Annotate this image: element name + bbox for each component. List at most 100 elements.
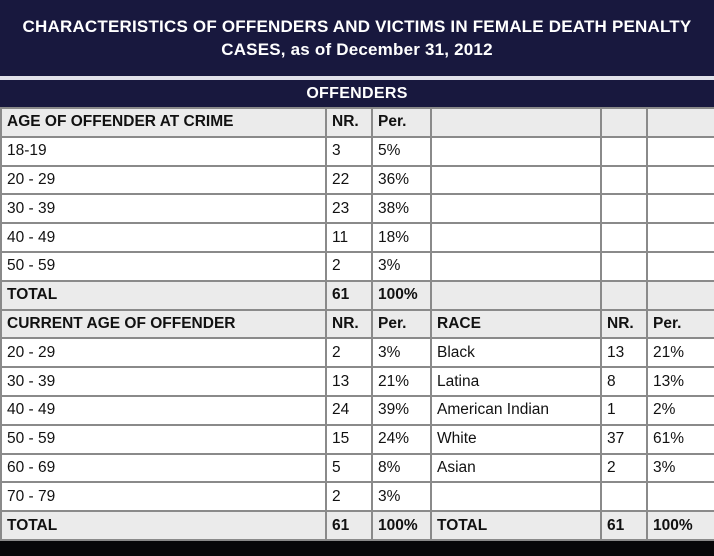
total-row: TOTAL 61 100% TOTAL 61 100%: [0, 510, 714, 541]
table-cell: [430, 107, 602, 138]
offenders-table-body: AGE OF OFFENDER AT CRIME NR. Per. 18-19 3 5% 2…: [0, 107, 714, 541]
table-cell: 3: [325, 135, 373, 167]
offenders-section-banner-label: OFFENDERS: [306, 84, 408, 102]
table-row: 20 - 29 2 3% Black 13 21%: [0, 337, 714, 369]
table-cell: 50 - 59: [0, 250, 327, 282]
table-cell: 20 - 29: [0, 337, 327, 369]
table-cell: 5: [325, 452, 373, 484]
table-cell: 2%: [646, 394, 714, 426]
table-cell: 2: [600, 452, 648, 484]
table-cell: [430, 135, 602, 167]
table-cell: Latina: [430, 366, 602, 397]
table-cell: Per.: [371, 107, 432, 138]
table-cell: NR.: [325, 308, 373, 340]
table-cell: 11: [325, 222, 373, 253]
table-cell: [430, 279, 602, 311]
table-cell: 1: [600, 394, 648, 426]
table-cell: 24%: [371, 423, 432, 455]
table-cell: [600, 481, 648, 513]
table-cell: [600, 193, 648, 225]
table-cell: 13: [600, 337, 648, 369]
table-row: 40 - 49 24 39% American Indian 1 2%: [0, 394, 714, 426]
table-cell: 20 - 29: [0, 164, 327, 196]
table-cell: 15: [325, 423, 373, 455]
table-cell: 5%: [371, 135, 432, 167]
table-cell: 23: [325, 193, 373, 225]
table-cell: 8%: [371, 452, 432, 484]
table-cell: 2: [325, 250, 373, 282]
table-cell: 61: [325, 510, 373, 541]
table-row: 50 - 59 2 3%: [0, 250, 714, 282]
title-separator: [0, 76, 714, 80]
table-row: 70 - 79 2 3%: [0, 481, 714, 513]
table-cell: 50 - 59: [0, 423, 327, 455]
table-cell: 8: [600, 366, 648, 397]
table-cell: 36%: [371, 164, 432, 196]
table-cell: 3%: [371, 250, 432, 282]
table-cell: [430, 164, 602, 196]
table-cell: Black: [430, 337, 602, 369]
table-row: 60 - 69 5 8% Asian 2 3%: [0, 452, 714, 484]
table-cell: 39%: [371, 394, 432, 426]
page-title-line1: CHARACTERISTICS OF OFFENDERS AND VICTIMS…: [22, 17, 692, 36]
table-cell: AGE OF OFFENDER AT CRIME: [0, 107, 327, 138]
table-cell: [430, 481, 602, 513]
title-bar: CHARACTERISTICS OF OFFENDERS AND VICTIMS…: [0, 0, 714, 76]
table-cell: [600, 135, 648, 167]
table-cell: [646, 481, 714, 513]
table-cell: 100%: [371, 279, 432, 311]
table-cell: 40 - 49: [0, 394, 327, 426]
table-cell: [646, 164, 714, 196]
table-cell: 100%: [371, 510, 432, 541]
table-cell: White: [430, 423, 602, 455]
table-cell: [646, 222, 714, 253]
table-cell: 3%: [646, 452, 714, 484]
page-title: CHARACTERISTICS OF OFFENDERS AND VICTIMS…: [23, 15, 692, 61]
table-cell: 60 - 69: [0, 452, 327, 484]
table-cell: TOTAL: [0, 510, 327, 541]
table-cell: [430, 250, 602, 282]
table-cell: [646, 250, 714, 282]
table-cell: 100%: [646, 510, 714, 541]
table-cell: [600, 107, 648, 138]
table-cell: 2: [325, 337, 373, 369]
table-cell: 22: [325, 164, 373, 196]
offenders-table: AGE OF OFFENDER AT CRIME NR. Per. 18-19 3 5% 2…: [0, 107, 714, 541]
table-row: 40 - 49 11 18%: [0, 222, 714, 253]
table-cell: 61%: [646, 423, 714, 455]
table-cell: 30 - 39: [0, 193, 327, 225]
table-cell: 40 - 49: [0, 222, 327, 253]
table-cell: NR.: [325, 107, 373, 138]
table-cell: [646, 193, 714, 225]
table-row: 20 - 29 22 36%: [0, 164, 714, 196]
section-header-row: CURRENT AGE OF OFFENDER NR. Per. RACE NR. Per…: [0, 308, 714, 340]
table-cell: [430, 193, 602, 225]
table-cell: 61: [600, 510, 648, 541]
table-cell: [600, 222, 648, 253]
table-row: 30 - 39 13 21% Latina 8 13%: [0, 366, 714, 397]
table-cell: [646, 279, 714, 311]
table-cell: [600, 164, 648, 196]
table-cell: [646, 107, 714, 138]
table-cell: 18%: [371, 222, 432, 253]
table-cell: Per.: [646, 308, 714, 340]
table-cell: 24: [325, 394, 373, 426]
table-cell: [600, 279, 648, 311]
table-row: 30 - 39 23 38%: [0, 193, 714, 225]
table-cell: [646, 135, 714, 167]
table-cell: Per.: [371, 308, 432, 340]
table-cell: 38%: [371, 193, 432, 225]
table-cell: 13: [325, 366, 373, 397]
bottom-bar: [0, 541, 714, 556]
page-title-line2: CASES, as of December 31, 2012: [221, 40, 493, 59]
table-cell: 18-19: [0, 135, 327, 167]
table-cell: 13%: [646, 366, 714, 397]
table-row: 50 - 59 15 24% White 37 61%: [0, 423, 714, 455]
table-cell: 21%: [646, 337, 714, 369]
table-cell: [430, 222, 602, 253]
section-header-row: AGE OF OFFENDER AT CRIME NR. Per.: [0, 107, 714, 138]
table-cell: 3%: [371, 337, 432, 369]
total-row: TOTAL 61 100%: [0, 279, 714, 311]
table-row: 18-19 3 5%: [0, 135, 714, 167]
